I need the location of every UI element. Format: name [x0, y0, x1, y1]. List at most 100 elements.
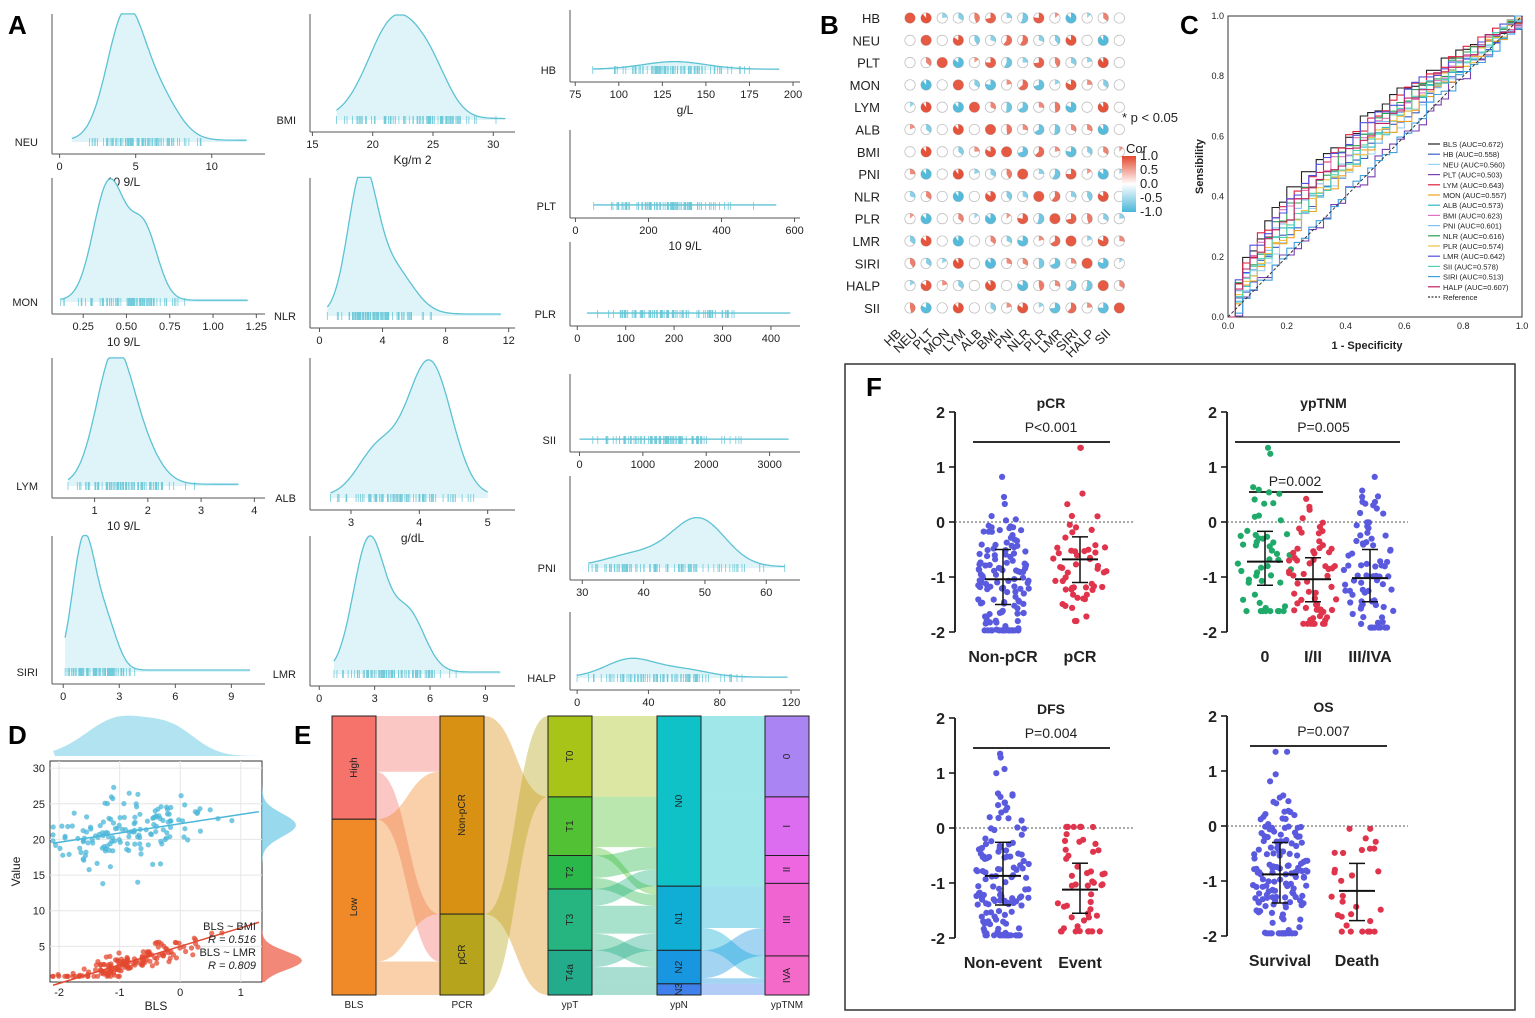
data-point [1267, 450, 1274, 457]
scatter-point [144, 818, 150, 824]
corr-wedge [1071, 258, 1077, 264]
x-tick-label: 0 [576, 459, 582, 471]
corr-wedge [904, 12, 916, 24]
sankey-node-0 [764, 715, 810, 798]
x-tick-label: 3 [198, 505, 204, 517]
density-panel-plr: PLR 0 100 200 300 400 [535, 242, 800, 345]
scatter-point [90, 840, 96, 846]
data-point [1363, 572, 1370, 579]
scatter-point [126, 790, 132, 796]
data-point [1347, 599, 1354, 606]
data-point [990, 596, 997, 603]
data-point [996, 866, 1003, 873]
data-point [1008, 908, 1015, 915]
density-fill [334, 535, 501, 674]
data-point [1087, 868, 1094, 875]
corr-wedge [1018, 79, 1028, 91]
data-point [1062, 574, 1069, 581]
data-point [1302, 867, 1310, 874]
data-point [1052, 577, 1059, 585]
corr-wedge [953, 102, 964, 113]
data-point [1380, 603, 1387, 611]
corr-wedge [985, 79, 996, 91]
data-point [1072, 561, 1080, 568]
data-point [1306, 503, 1313, 510]
data-point [1025, 577, 1032, 584]
x-tick-label: 15 [306, 139, 318, 151]
data-point [1334, 912, 1341, 919]
data-point [1009, 791, 1016, 798]
data-point [1074, 923, 1081, 930]
sankey-flow [376, 771, 440, 962]
sankey-flow [376, 771, 440, 962]
y-tick-label: -1 [1203, 874, 1217, 891]
data-point [1348, 872, 1356, 879]
data-point [1282, 904, 1289, 911]
density-panel-nlr: NLR 0 4 8 12 [274, 176, 515, 347]
data-point [1296, 525, 1303, 532]
x-tick-label: 80 [714, 697, 726, 709]
density-curve [588, 516, 785, 568]
data-point [1346, 825, 1353, 832]
data-point [1025, 585, 1032, 592]
data-point [1099, 871, 1106, 878]
data-point [1347, 928, 1354, 935]
dotplot-pvalue: P=0.004 [1025, 725, 1078, 741]
data-point [1077, 823, 1084, 831]
data-point [1291, 607, 1298, 614]
data-point [1264, 834, 1271, 841]
density-panel-bmi: BMI 15 20 25 30 Kg/m 2 [276, 14, 515, 167]
data-point [1072, 524, 1080, 531]
corr-wedge [926, 124, 932, 133]
data-point [1324, 572, 1331, 580]
density-label-lym: LYM [16, 481, 38, 493]
corr-wedge [1022, 191, 1028, 199]
density-fill [65, 535, 251, 672]
data-point [1089, 878, 1096, 885]
corr-wedge [1006, 102, 1012, 113]
corr-wedge [920, 280, 932, 291]
y-tick-label: 0.0 [1211, 312, 1224, 322]
x-tick-label: 12 [503, 335, 515, 347]
x-tick-label: 8 [443, 335, 449, 347]
data-point [1023, 874, 1030, 881]
corr-wedge [1098, 35, 1109, 46]
corr-wedge [958, 213, 964, 223]
roc-legend-label: SII (AUC=0.578) [1443, 262, 1499, 271]
density-label-halp: HALP [527, 673, 556, 685]
scatter-point [132, 841, 138, 847]
data-point [1019, 574, 1027, 581]
roc-legend-label: ALB (AUC=0.573) [1443, 201, 1504, 210]
data-point [1003, 559, 1010, 566]
corr-wedge [958, 146, 964, 156]
rug-marks [592, 436, 742, 444]
data-point [978, 913, 985, 920]
data-point [1285, 798, 1292, 805]
density-label-mon: MON [12, 297, 38, 309]
data-point [1000, 493, 1008, 501]
corr-wedge [1054, 280, 1061, 287]
x-tick-label: 0.0 [1222, 321, 1235, 331]
sankey-flow [701, 886, 765, 929]
data-point [1282, 815, 1289, 823]
scatter-point [137, 841, 143, 847]
corr-wedge [1017, 302, 1028, 314]
y-tick-label: 25 [33, 799, 45, 811]
data-point [994, 579, 1001, 586]
data-point [1021, 825, 1028, 832]
corr-wedge [1054, 124, 1061, 135]
dotplot-pcr: 2 1 0 -1 -2 pCR P<0.001 Non-pCR pCR [931, 395, 1135, 666]
corr-wedge [910, 302, 916, 313]
corr-wedge [942, 280, 948, 286]
sankey-flow [701, 855, 765, 884]
density-fill [327, 177, 501, 316]
x-tick-label: 200 [639, 225, 657, 237]
data-point [1020, 590, 1027, 597]
scatter-point [84, 814, 90, 820]
corr-wedge [985, 280, 996, 291]
data-point [1252, 542, 1259, 549]
scatter-point [156, 813, 162, 819]
sankey-flow [592, 967, 657, 984]
data-point [1089, 928, 1096, 935]
